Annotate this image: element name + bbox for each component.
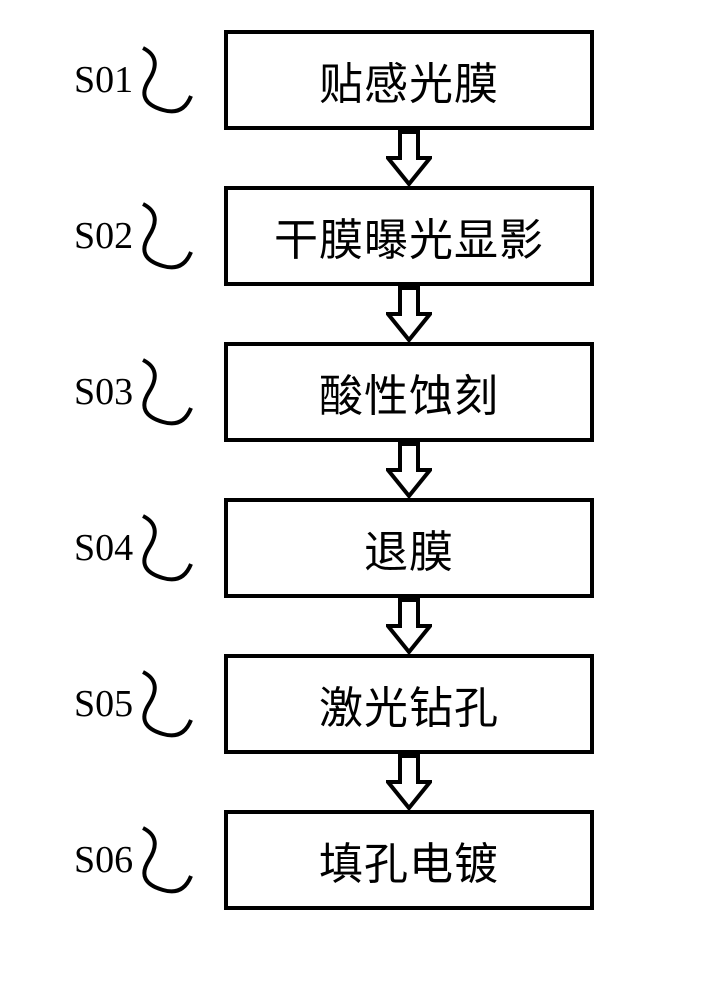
step-box-s03: 酸性蚀刻 (224, 342, 594, 442)
box-col: 干膜曝光显影 (224, 186, 594, 286)
arrow-row (74, 130, 634, 186)
arrow-down-icon (386, 286, 432, 342)
arrow-down-icon (386, 442, 432, 498)
box-col: 激光钻孔 (224, 654, 594, 754)
arrow-row (74, 754, 634, 810)
step-label-s06: S06 (74, 838, 133, 882)
step-row-s05: S05 激光钻孔 (74, 654, 634, 754)
step-box-s06: 填孔电镀 (224, 810, 594, 910)
spacer (74, 754, 224, 810)
flowchart: S01 贴感光膜 S02 干膜曝光显影 (74, 30, 634, 910)
arrow-down-icon (386, 130, 432, 186)
step-label-s02: S02 (74, 214, 133, 258)
step-row-s04: S04 退膜 (74, 498, 634, 598)
step-box-s01: 贴感光膜 (224, 30, 594, 130)
arrow-col (224, 442, 594, 498)
squiggle-icon (135, 664, 197, 744)
arrow-down-icon (386, 754, 432, 810)
box-col: 填孔电镀 (224, 810, 594, 910)
step-label-s03: S03 (74, 370, 133, 414)
step-label-s05: S05 (74, 682, 133, 726)
squiggle-icon (135, 196, 197, 276)
step-label-s01: S01 (74, 58, 133, 102)
spacer (74, 442, 224, 498)
spacer (74, 286, 224, 342)
step-text-s06: 填孔电镀 (319, 828, 499, 892)
step-box-s02: 干膜曝光显影 (224, 186, 594, 286)
step-row-s06: S06 填孔电镀 (74, 810, 634, 910)
step-text-s02: 干膜曝光显影 (274, 204, 544, 268)
label-col: S05 (74, 664, 224, 744)
step-box-s04: 退膜 (224, 498, 594, 598)
arrow-col (224, 130, 594, 186)
arrow-row (74, 286, 634, 342)
label-col: S03 (74, 352, 224, 432)
label-col: S04 (74, 508, 224, 588)
label-col: S02 (74, 196, 224, 276)
squiggle-icon (135, 820, 197, 900)
arrow-down-icon (386, 598, 432, 654)
label-col: S06 (74, 820, 224, 900)
step-text-s03: 酸性蚀刻 (319, 360, 499, 424)
spacer (74, 130, 224, 186)
box-col: 贴感光膜 (224, 30, 594, 130)
box-col: 退膜 (224, 498, 594, 598)
squiggle-icon (135, 40, 197, 120)
squiggle-icon (135, 508, 197, 588)
step-text-s04: 退膜 (364, 516, 454, 580)
step-row-s01: S01 贴感光膜 (74, 30, 634, 130)
arrow-row (74, 442, 634, 498)
arrow-col (224, 598, 594, 654)
spacer (74, 598, 224, 654)
squiggle-icon (135, 352, 197, 432)
arrow-col (224, 286, 594, 342)
label-col: S01 (74, 40, 224, 120)
arrow-row (74, 598, 634, 654)
step-text-s05: 激光钻孔 (319, 672, 499, 736)
step-text-s01: 贴感光膜 (319, 48, 499, 112)
step-row-s02: S02 干膜曝光显影 (74, 186, 634, 286)
box-col: 酸性蚀刻 (224, 342, 594, 442)
step-label-s04: S04 (74, 526, 133, 570)
step-row-s03: S03 酸性蚀刻 (74, 342, 634, 442)
step-box-s05: 激光钻孔 (224, 654, 594, 754)
arrow-col (224, 754, 594, 810)
